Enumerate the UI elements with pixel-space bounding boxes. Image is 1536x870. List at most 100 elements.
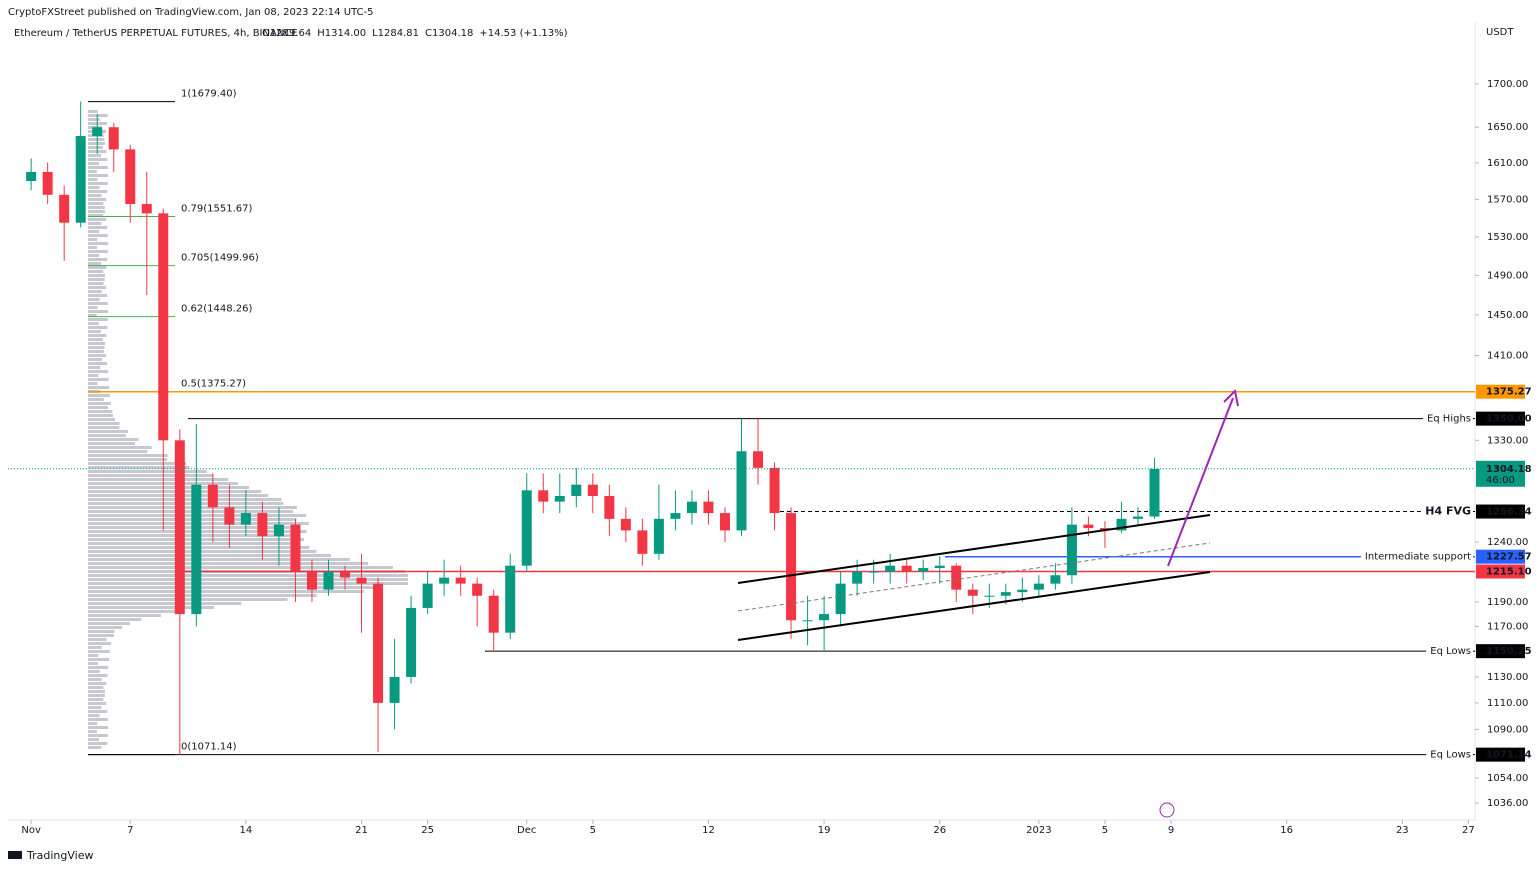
y-tick-label: 1090.00	[1487, 724, 1528, 735]
fib-label: 0.5(1375.27)	[181, 379, 246, 390]
level-note: Eq Highs	[1427, 414, 1471, 425]
ohlc-value: L1284.81	[372, 28, 419, 39]
profile-bar	[88, 330, 101, 333]
level-note-bg	[1426, 747, 1473, 762]
channel-mid	[737, 542, 1211, 612]
candle-body	[967, 589, 978, 596]
candle-body	[819, 614, 830, 621]
candle-body	[356, 577, 367, 584]
x-tick-label: 23	[1396, 825, 1409, 836]
profile-bar	[88, 486, 250, 489]
x-tick-label: 25	[421, 825, 434, 836]
candle-body	[686, 501, 697, 514]
profile-bar	[88, 306, 98, 309]
candle-body	[389, 676, 400, 703]
x-tick-label: 26	[933, 825, 946, 836]
profile-bar	[88, 138, 105, 141]
profile-bar	[88, 470, 207, 473]
profile-bar	[88, 190, 108, 193]
candle-body	[753, 451, 764, 468]
candle-body	[554, 495, 565, 502]
profile-bar	[88, 614, 161, 617]
candle-body	[406, 607, 417, 677]
profile-bar	[88, 638, 107, 641]
level-note-bg	[1421, 504, 1473, 519]
candle-body	[786, 513, 797, 621]
drawings	[737, 388, 1239, 818]
profile-bar	[88, 258, 108, 261]
profile-bar	[88, 626, 123, 629]
profile-bar	[88, 326, 108, 329]
x-tick-label: 19	[818, 825, 831, 836]
fib-label: 0.79(1551.67)	[181, 203, 253, 214]
candle-body	[1033, 583, 1044, 590]
candle-body	[918, 568, 929, 572]
profile-bar	[88, 578, 408, 581]
profile-bar	[88, 442, 136, 445]
candle-body	[1050, 575, 1061, 584]
profile-bar	[88, 202, 104, 205]
candle-body	[207, 484, 218, 508]
x-tick-label: Nov	[21, 825, 41, 836]
profile-bar	[88, 726, 109, 729]
profile-bar	[88, 446, 152, 449]
candle-body	[670, 513, 681, 519]
publisher: CryptoFXStreet published on TradingView.…	[8, 7, 374, 18]
candle-body	[306, 571, 317, 590]
candle-body	[934, 565, 945, 569]
profile-bar	[88, 262, 102, 265]
candle-body	[538, 490, 549, 502]
candle-body	[984, 595, 995, 597]
profile-bar	[88, 422, 120, 425]
price-badge	[1476, 549, 1525, 564]
profile-bar	[88, 630, 115, 633]
profile-bar	[88, 650, 110, 653]
event-icon[interactable]	[1159, 802, 1175, 818]
ohlc-value: C1304.18	[425, 28, 473, 39]
profile-bar	[88, 194, 102, 197]
profile-bar	[88, 142, 106, 145]
price-badge-label: 1071.14	[1486, 750, 1532, 761]
candle-body	[802, 620, 813, 622]
candle-body	[736, 451, 747, 531]
candle-body	[59, 194, 70, 223]
candle-body	[472, 583, 483, 596]
profile-bar	[88, 450, 148, 453]
ohlc-value: +14.53 (+1.13%)	[479, 28, 567, 39]
profile-bar	[88, 230, 100, 233]
candle-body	[1017, 589, 1028, 593]
y-tick-label: 1610.00	[1487, 158, 1528, 169]
profile-bar	[88, 278, 105, 281]
profile-bar	[88, 742, 108, 745]
candle-body	[290, 524, 301, 572]
level-note: Eq Lows	[1430, 646, 1471, 657]
x-tick-label: 2023	[1026, 825, 1051, 836]
profile-bar	[88, 314, 97, 317]
profile-bar	[88, 434, 126, 437]
profile-bar	[88, 394, 110, 397]
candle-body	[769, 467, 780, 514]
profile-bar	[88, 426, 120, 429]
profile-bar	[88, 386, 110, 389]
profile-bar	[88, 562, 369, 565]
profile-bar	[88, 662, 98, 665]
profile-bar	[88, 226, 108, 229]
profile-bar	[88, 590, 364, 593]
x-tick-label: 9	[1168, 825, 1174, 836]
profile-bar	[88, 622, 131, 625]
x-tick-label: 16	[1280, 825, 1293, 836]
profile-bar	[88, 366, 101, 369]
profile-bar	[88, 746, 102, 749]
x-tick-label: 21	[355, 825, 368, 836]
candle-body	[273, 524, 284, 537]
profile-bar	[88, 418, 116, 421]
level-note: Eq Lows	[1430, 750, 1471, 761]
candle-body	[868, 571, 879, 573]
profile-bar	[88, 210, 105, 213]
profile-bar	[88, 658, 110, 661]
level-note-bg	[1360, 549, 1473, 564]
candle-body	[1083, 524, 1094, 529]
candle-body	[373, 583, 384, 703]
price-badge-label: 1215.10	[1486, 567, 1532, 578]
profile-bar	[88, 174, 108, 177]
